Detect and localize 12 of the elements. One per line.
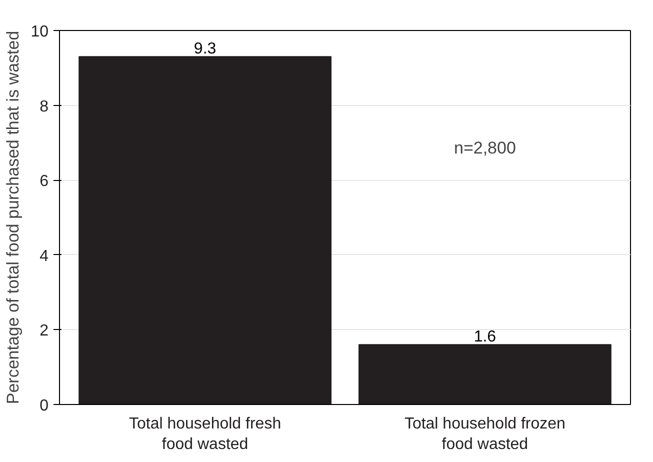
- data-label: 9.3: [194, 40, 216, 58]
- y-tick-label: 0: [40, 398, 49, 414]
- data-label: 1.6: [474, 328, 496, 346]
- annotation: n=2,800: [454, 138, 516, 158]
- x-tick-label: Total household frozen food wasted: [404, 416, 566, 453]
- y-tick-label: 10: [30, 24, 49, 40]
- x-tick-label: Total household fresh food wasted: [129, 416, 282, 453]
- y-tick-label: 4: [40, 248, 49, 265]
- y-axis-title: Percentage of total food purchased that is wasted: [4, 30, 23, 404]
- y-tick-label: 6: [40, 173, 49, 190]
- y-tick-label: 2: [40, 322, 49, 340]
- y-tick-label: 8: [40, 98, 49, 116]
